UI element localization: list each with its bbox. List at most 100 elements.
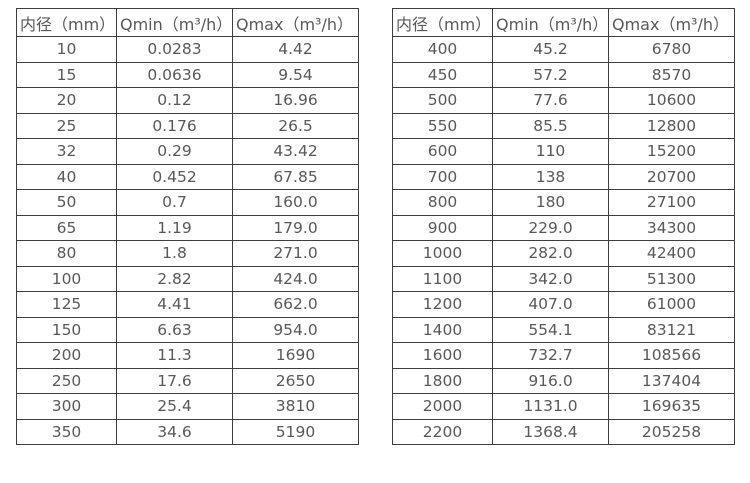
table-row: 1000 282.0 42400 (392, 240, 735, 267)
qmax-column-header: Qmax（m³/h） (608, 8, 735, 37)
qmin-cell: 57.2 (492, 61, 609, 88)
table-row: 350 34.6 5190 (16, 418, 359, 445)
qmin-cell: 110 (492, 138, 609, 165)
qmin-cell: 6.63 (116, 316, 233, 343)
diameter-cell: 1200 (392, 291, 493, 318)
diameter-column-header: 内径（mm） (16, 8, 117, 37)
qmin-cell: 0.176 (116, 112, 233, 139)
qmax-cell: 16.96 (232, 87, 359, 114)
table-row: 2000 1131.0 169635 (392, 393, 735, 420)
table-row: 2200 1368.4 205258 (392, 418, 735, 445)
qmin-cell: 916.0 (492, 367, 609, 394)
header-row: 内径（mm） Qmin（m³/h） Qmax（m³/h） (16, 8, 359, 37)
table-row: 800 180 27100 (392, 189, 735, 216)
diameter-cell: 20 (16, 87, 117, 114)
qmax-cell: 5190 (232, 418, 359, 445)
qmax-cell: 8570 (608, 61, 735, 88)
qmin-cell: 2.82 (116, 265, 233, 292)
qmax-cell: 424.0 (232, 265, 359, 292)
qmin-cell: 77.6 (492, 87, 609, 114)
qmin-cell: 34.6 (116, 418, 233, 445)
qmin-cell: 25.4 (116, 393, 233, 420)
qmin-cell: 1368.4 (492, 418, 609, 445)
diameter-cell: 65 (16, 214, 117, 241)
table-row: 15 0.0636 9.54 (16, 61, 359, 88)
diameter-column-header: 内径（mm） (392, 8, 493, 37)
table-row: 1100 342.0 51300 (392, 265, 735, 292)
qmin-cell: 342.0 (492, 265, 609, 292)
diameter-cell: 400 (392, 36, 493, 63)
qmin-cell: 732.7 (492, 342, 609, 369)
table-row: 900 229.0 34300 (392, 214, 735, 241)
diameter-cell: 700 (392, 163, 493, 190)
table-row: 200 11.3 1690 (16, 342, 359, 369)
qmax-cell: 67.85 (232, 163, 359, 190)
diameter-cell: 1000 (392, 240, 493, 267)
flow-table-large-diameters: 内径（mm） Qmin（m³/h） Qmax（m³/h） 400 45.2 6780 45… (392, 8, 735, 445)
qmax-cell: 61000 (608, 291, 735, 318)
diameter-cell: 500 (392, 87, 493, 114)
diameter-cell: 800 (392, 189, 493, 216)
qmax-cell: 205258 (608, 418, 735, 445)
table-row: 125 4.41 662.0 (16, 291, 359, 318)
qmax-cell: 26.5 (232, 112, 359, 139)
qmax-cell: 10600 (608, 87, 735, 114)
qmin-cell: 0.0636 (116, 61, 233, 88)
qmax-cell: 12800 (608, 112, 735, 139)
qmax-cell: 83121 (608, 316, 735, 343)
diameter-cell: 1400 (392, 316, 493, 343)
table-row: 20 0.12 16.96 (16, 87, 359, 114)
qmax-cell: 2650 (232, 367, 359, 394)
diameter-cell: 2200 (392, 418, 493, 445)
qmax-cell: 43.42 (232, 138, 359, 165)
diameter-cell: 250 (16, 367, 117, 394)
qmax-cell: 51300 (608, 265, 735, 292)
diameter-cell: 550 (392, 112, 493, 139)
qmin-cell: 4.41 (116, 291, 233, 318)
table-row: 1600 732.7 108566 (392, 342, 735, 369)
diameter-cell: 80 (16, 240, 117, 267)
qmin-cell: 11.3 (116, 342, 233, 369)
diameter-cell: 100 (16, 265, 117, 292)
table-row: 300 25.4 3810 (16, 393, 359, 420)
qmax-cell: 42400 (608, 240, 735, 267)
qmax-cell: 160.0 (232, 189, 359, 216)
qmin-cell: 554.1 (492, 316, 609, 343)
table-row: 600 110 15200 (392, 138, 735, 165)
qmin-cell: 180 (492, 189, 609, 216)
table-row: 100 2.82 424.0 (16, 265, 359, 292)
qmin-cell: 85.5 (492, 112, 609, 139)
table-row: 65 1.19 179.0 (16, 214, 359, 241)
table-row: 500 77.6 10600 (392, 87, 735, 114)
qmin-cell: 282.0 (492, 240, 609, 267)
flow-table-small-diameters: 内径（mm） Qmin（m³/h） Qmax（m³/h） 10 0.0283 4.42 1… (16, 8, 359, 445)
diameter-cell: 150 (16, 316, 117, 343)
diameter-cell: 32 (16, 138, 117, 165)
table-row: 1400 554.1 83121 (392, 316, 735, 343)
qmin-cell: 0.12 (116, 87, 233, 114)
table-row: 80 1.8 271.0 (16, 240, 359, 267)
diameter-cell: 25 (16, 112, 117, 139)
qmin-cell: 138 (492, 163, 609, 190)
qmax-cell: 954.0 (232, 316, 359, 343)
qmax-cell: 137404 (608, 367, 735, 394)
diameter-cell: 125 (16, 291, 117, 318)
table-row: 550 85.5 12800 (392, 112, 735, 139)
table-row: 32 0.29 43.42 (16, 138, 359, 165)
diameter-cell: 10 (16, 36, 117, 63)
diameter-cell: 50 (16, 189, 117, 216)
diameter-cell: 1100 (392, 265, 493, 292)
diameter-cell: 300 (16, 393, 117, 420)
qmin-column-header: Qmin（m³/h） (116, 8, 233, 37)
qmin-cell: 407.0 (492, 291, 609, 318)
qmax-cell: 15200 (608, 138, 735, 165)
table-row: 450 57.2 8570 (392, 61, 735, 88)
qmin-column-header: Qmin（m³/h） (492, 8, 609, 37)
diameter-cell: 1800 (392, 367, 493, 394)
diameter-cell: 450 (392, 61, 493, 88)
table-row: 400 45.2 6780 (392, 36, 735, 63)
diameter-cell: 15 (16, 61, 117, 88)
qmax-column-header: Qmax（m³/h） (232, 8, 359, 37)
qmin-cell: 229.0 (492, 214, 609, 241)
header-row: 内径（mm） Qmin（m³/h） Qmax（m³/h） (392, 8, 735, 37)
